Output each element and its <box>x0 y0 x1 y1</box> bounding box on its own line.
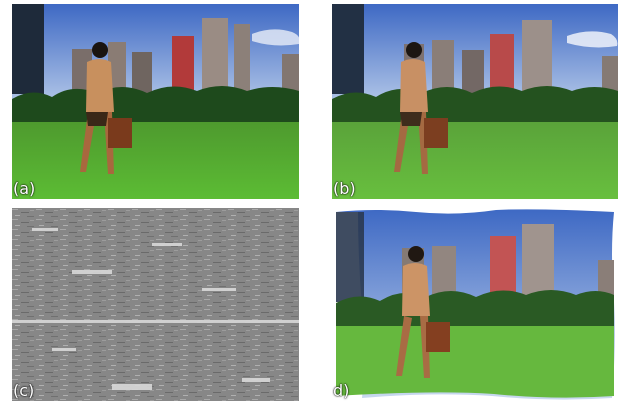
bag-icon <box>426 322 450 352</box>
bag-icon <box>108 118 132 148</box>
noise-texture-image <box>12 208 299 401</box>
park-scene-image <box>12 4 299 199</box>
panel-c-label: (c) <box>13 381 35 400</box>
painterly-scene-image <box>336 209 615 400</box>
panel-b-label: (b) <box>333 179 356 198</box>
panel-a-original-photo: (a) <box>12 4 299 199</box>
panel-a-label: (a) <box>13 179 36 198</box>
panel-c-texture-map: (c) <box>12 208 299 401</box>
panel-b-smoothed-photo: (b) <box>332 4 618 199</box>
panel-d-label: d) <box>333 381 350 400</box>
bag-icon <box>424 118 448 148</box>
park-scene-image <box>332 4 618 199</box>
person-icon <box>394 42 428 174</box>
panel-d-stylized-photo: d) <box>332 208 618 401</box>
